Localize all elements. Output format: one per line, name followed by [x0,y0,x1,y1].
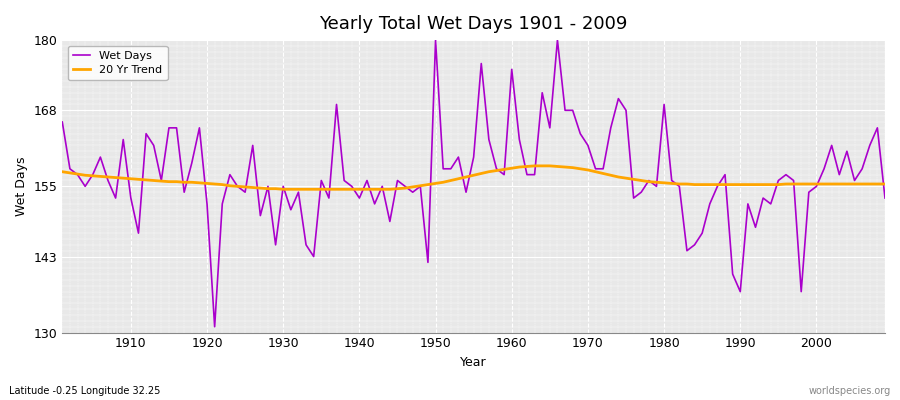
Wet Days [118,137,129,142]
X-axis label: Year: Year [460,356,487,369]
Wet Days [209,324,220,329]
Line: Wet Days: Wet Days [62,40,885,327]
20 Yr Trend [507,166,517,171]
Wet Days [514,137,525,142]
Text: worldspecies.org: worldspecies.org [809,386,891,396]
20 Yr Trend [118,176,129,180]
20 Yr Trend [514,165,525,170]
Wet Days [613,96,624,101]
20 Yr Trend [529,164,540,168]
20 Yr Trend [57,169,68,174]
20 Yr Trend [613,174,624,179]
Line: 20 Yr Trend: 20 Yr Trend [62,166,885,189]
Wet Days [879,196,890,200]
Wet Days [57,120,68,124]
Legend: Wet Days, 20 Yr Trend: Wet Days, 20 Yr Trend [68,46,167,80]
Wet Days [522,172,533,177]
Wet Days [338,178,349,183]
Y-axis label: Wet Days: Wet Days [15,156,28,216]
20 Yr Trend [338,187,349,192]
20 Yr Trend [879,182,890,186]
20 Yr Trend [278,187,289,192]
Wet Days [293,190,304,194]
Wet Days [430,38,441,42]
20 Yr Trend [293,187,304,192]
Text: Latitude -0.25 Longitude 32.25: Latitude -0.25 Longitude 32.25 [9,386,160,396]
Title: Yearly Total Wet Days 1901 - 2009: Yearly Total Wet Days 1901 - 2009 [320,15,628,33]
